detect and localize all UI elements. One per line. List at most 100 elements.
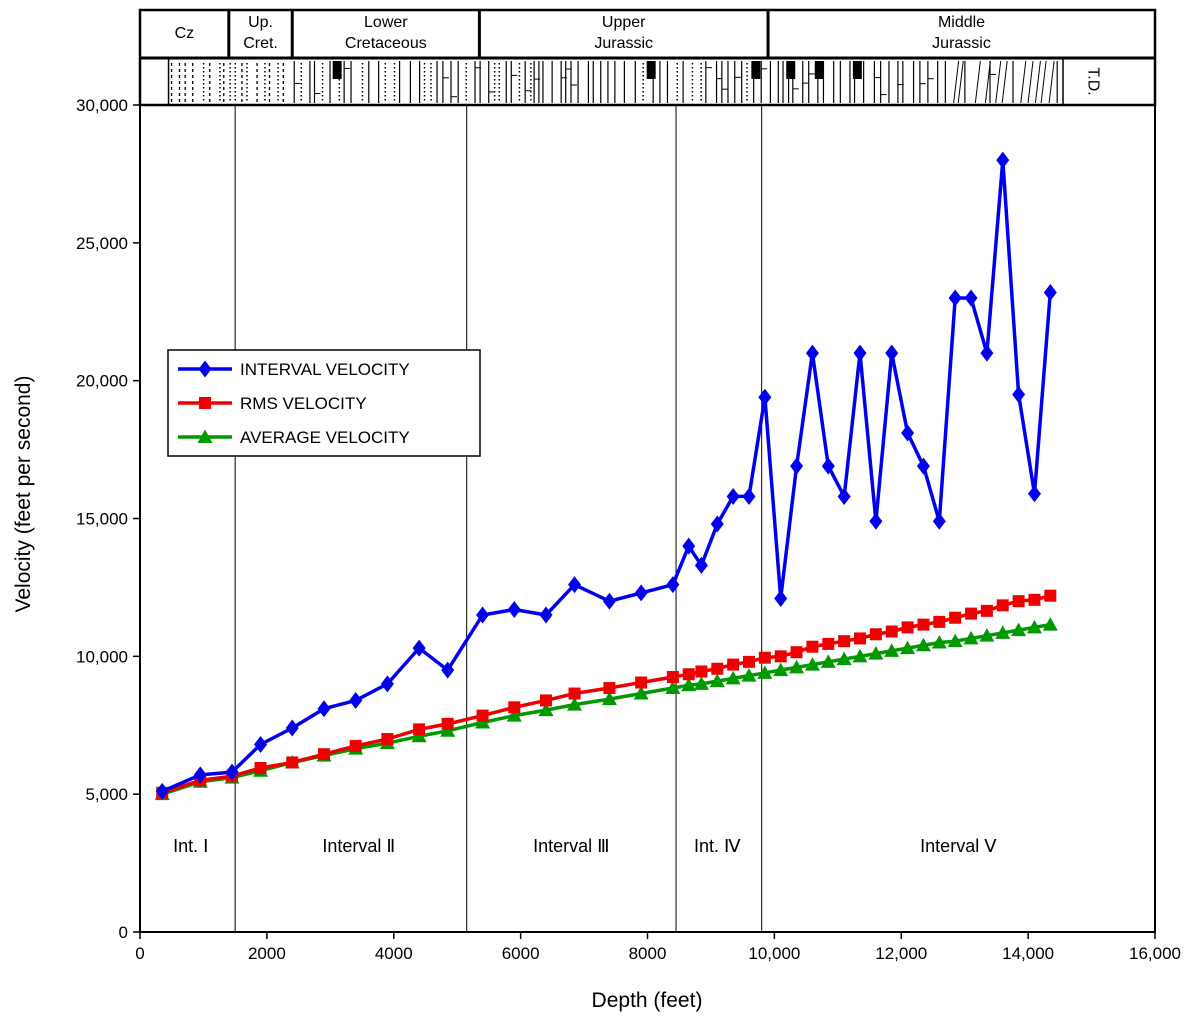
data-point-square <box>727 658 740 671</box>
data-point-square <box>682 668 695 681</box>
data-point-triangle <box>963 630 979 645</box>
x-tick-label: 2000 <box>248 944 286 963</box>
series-triangle <box>154 617 1058 801</box>
data-point-diamond <box>790 457 804 475</box>
x-tick-label: 12,000 <box>875 944 927 963</box>
data-point-diamond <box>380 675 394 693</box>
data-point-triangle <box>1011 622 1027 637</box>
data-point-square <box>711 662 724 675</box>
interval-label: Int. Ⅰ <box>173 836 208 856</box>
strat-unit-label: Cret. <box>243 35 278 52</box>
interval-label: Interval Ⅱ <box>322 836 395 856</box>
data-point-square <box>933 615 946 628</box>
x-tick-label: 0 <box>135 944 144 963</box>
data-point-triangle <box>868 646 884 660</box>
data-point-triangle <box>601 691 617 706</box>
y-tick-label: 15,000 <box>76 510 128 529</box>
y-tick-label: 25,000 <box>76 234 128 253</box>
strat-unit-label: Up. <box>248 14 273 31</box>
data-point-triangle <box>979 628 995 642</box>
data-point-square <box>1012 595 1025 608</box>
data-point-diamond <box>1012 385 1026 403</box>
data-point-square <box>666 671 679 684</box>
data-point-square <box>317 748 330 761</box>
x-tick-label: 16,000 <box>1129 944 1181 963</box>
data-point-triangle <box>709 673 725 688</box>
data-point-diamond <box>885 344 899 362</box>
data-point-diamond <box>710 515 724 533</box>
data-point-triangle <box>440 723 456 737</box>
data-point-square <box>996 599 1009 612</box>
data-point-square <box>603 682 616 695</box>
interval-label: Interval Ⅴ <box>920 836 997 856</box>
y-axis-title: Velocity (feet per second) <box>12 376 35 613</box>
data-point-square <box>917 618 930 631</box>
data-point-triangle <box>900 640 916 655</box>
y-tick-label: 20,000 <box>76 372 128 391</box>
data-point-triangle <box>538 702 554 717</box>
data-point-diamond <box>666 576 680 594</box>
data-point-diamond <box>853 344 867 362</box>
data-point-diamond <box>225 763 239 781</box>
x-tick-label: 6000 <box>502 944 540 963</box>
data-point-square <box>1028 593 1041 606</box>
data-point-triangle <box>475 714 491 729</box>
data-point-triangle <box>884 643 900 657</box>
data-point-diamond <box>602 592 616 610</box>
data-point-square <box>965 607 978 620</box>
data-point-triangle <box>931 635 947 649</box>
data-point-diamond <box>254 736 268 754</box>
x-tick-label: 14,000 <box>1002 944 1054 963</box>
data-point-square <box>901 621 914 634</box>
data-point-triangle <box>741 668 757 682</box>
data-point-triangle <box>836 651 852 666</box>
data-point-triangle <box>820 654 836 668</box>
legend-label: RMS VELOCITY <box>240 394 367 413</box>
axes: 0 2000 4000 6000 8000 10,000 12,000 14,000 16,00… <box>76 10 1181 963</box>
x-tick-label: 10,000 <box>748 944 800 963</box>
data-point-diamond <box>837 487 851 505</box>
data-point-triangle <box>995 625 1011 639</box>
data-point-triangle <box>915 637 931 652</box>
data-point-diamond <box>726 487 740 505</box>
x-tick-label: 4000 <box>375 944 413 963</box>
data-point-diamond <box>916 457 930 475</box>
stratigraphic-column: Cz Up. Cret. Lower Cretaceous Upper Jurassic Mi… <box>138 8 1157 107</box>
data-point-diamond <box>774 589 788 607</box>
legend-item: AVERAGE VELOCITY <box>178 428 410 447</box>
legend-label: AVERAGE VELOCITY <box>240 428 410 447</box>
data-point-diamond <box>285 719 299 737</box>
interval-label: Interval Ⅲ <box>533 836 609 856</box>
x-tick-label: 8000 <box>629 944 667 963</box>
data-point-square <box>413 723 426 736</box>
data-point-diamond <box>198 360 212 378</box>
data-point-diamond <box>682 537 696 555</box>
data-point-triangle <box>506 708 522 722</box>
data-point-square <box>869 628 882 641</box>
data-point-square <box>838 635 851 648</box>
interval-labels: Int. Ⅰ Interval Ⅱ Interval Ⅲ Int. Ⅳ Interval… <box>173 836 997 856</box>
data-point-diamond <box>349 691 363 709</box>
data-point-triangle <box>852 648 868 663</box>
strat-unit-label: Lower <box>364 14 408 31</box>
data-point-diamond <box>317 700 331 718</box>
data-point-square <box>441 717 454 730</box>
data-point-square <box>476 709 489 722</box>
data-point-square <box>743 655 755 668</box>
legend-item: INTERVAL VELOCITY <box>178 360 410 379</box>
data-point-diamond <box>758 388 772 406</box>
data-point-triangle <box>725 670 741 685</box>
data-point-triangle <box>411 728 427 743</box>
data-point-diamond <box>742 487 756 505</box>
data-point-diamond <box>948 289 962 307</box>
strat-unit-label: Jurassic <box>594 35 653 52</box>
strat-unit-label: Cz <box>175 25 195 42</box>
data-point-diamond <box>932 512 946 530</box>
data-point-diamond <box>694 556 708 574</box>
data-point-square <box>885 625 898 638</box>
data-point-triangle <box>693 676 709 690</box>
data-point-diamond <box>869 512 883 530</box>
data-point-diamond <box>964 289 978 307</box>
